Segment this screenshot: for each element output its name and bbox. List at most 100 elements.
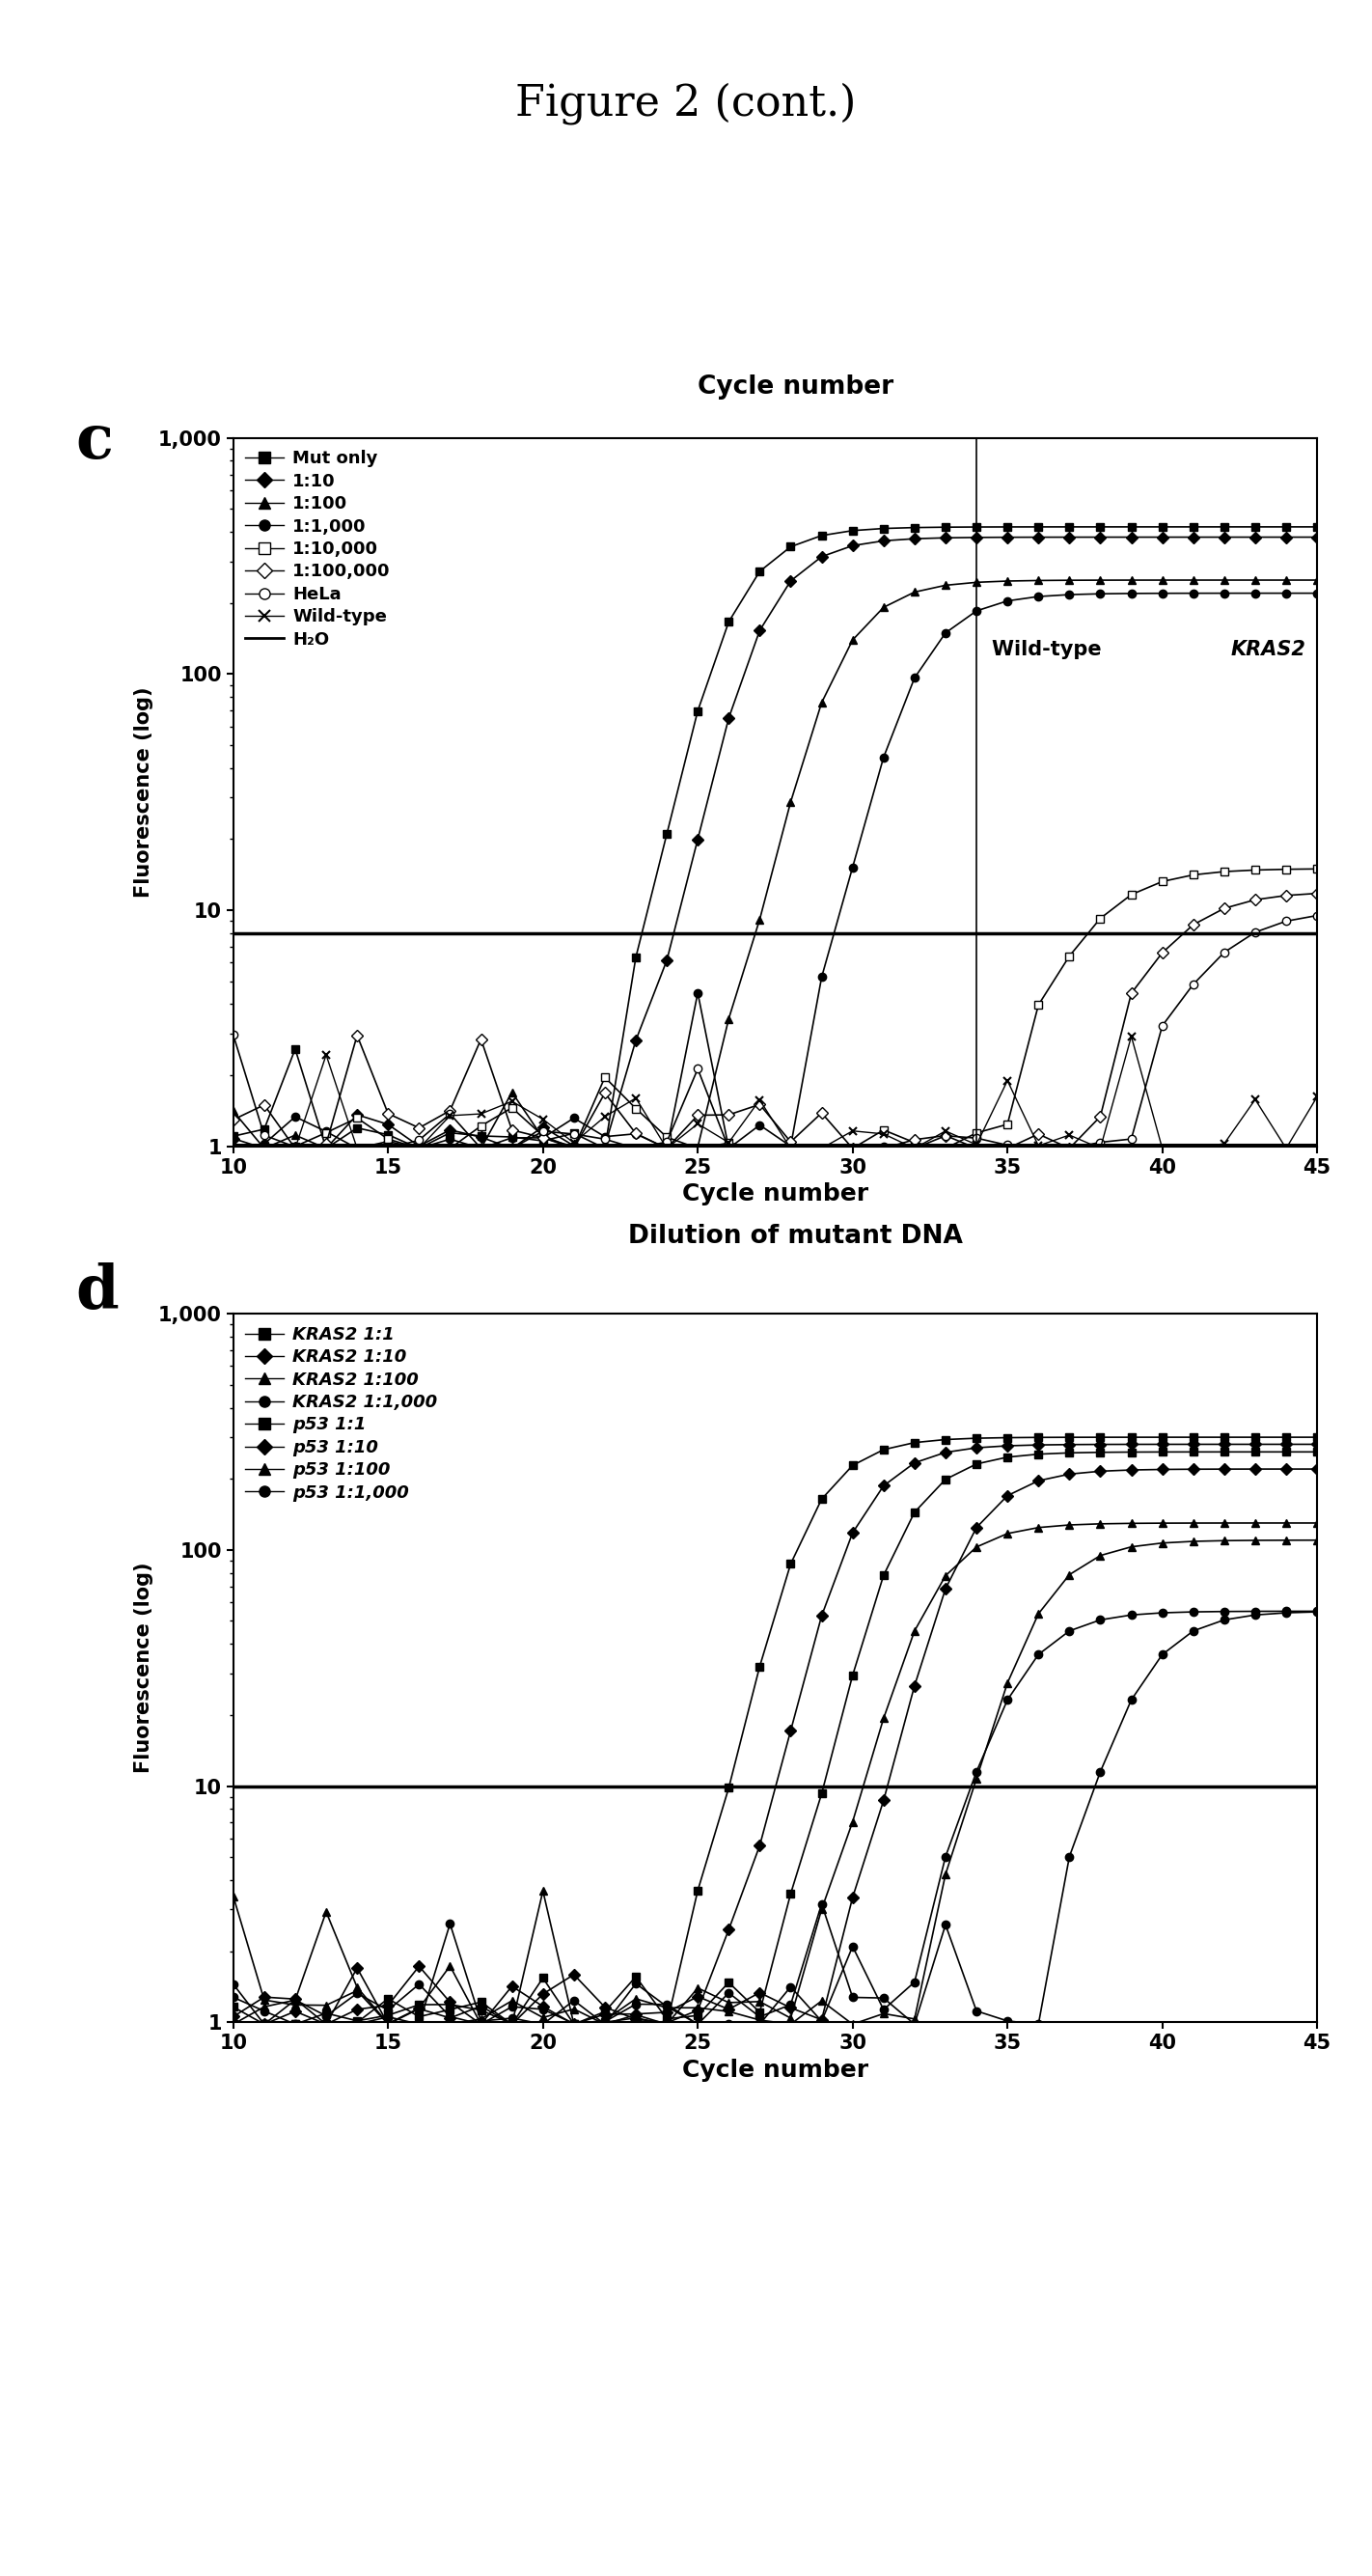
1:1,000: [348, 1133, 365, 1164]
Mut only: [907, 513, 923, 544]
p53 1:100: [1030, 1597, 1047, 1628]
H₂O: [659, 1128, 675, 1159]
Mut only: [287, 1033, 303, 1064]
KRAS2 1:1,000: [782, 1971, 799, 2002]
Mut only: [1309, 513, 1325, 544]
1:100: [627, 1133, 643, 1164]
1:100,000: [1309, 878, 1325, 909]
HeLa: [348, 1133, 365, 1164]
1:1,000: [410, 1133, 427, 1164]
1:100: [348, 1133, 365, 1164]
KRAS2 1:1,000: [225, 1968, 241, 1999]
Wild-type: [1092, 1133, 1109, 1164]
KRAS2 1:1,000: [659, 1989, 675, 2020]
p53 1:1: [1154, 1437, 1170, 1468]
1:10,000: [1309, 853, 1325, 884]
1:10: [690, 824, 707, 855]
Mut only: [969, 513, 985, 544]
p53 1:1,000: [690, 2009, 707, 2040]
p53 1:100: [1124, 1530, 1140, 1561]
KRAS2 1:10: [627, 2004, 643, 2035]
KRAS2 1:1: [659, 2009, 675, 2040]
Mut only: [380, 1118, 397, 1149]
1:10,000: [844, 1133, 860, 1164]
1:100,000: [875, 1133, 892, 1164]
p53 1:1: [1247, 1437, 1264, 1468]
HeLa: [1309, 899, 1325, 930]
HeLa: [504, 1133, 520, 1164]
KRAS2 1:1: [999, 1422, 1015, 1453]
H₂O: [937, 1128, 954, 1159]
p53 1:1,000: [844, 1981, 860, 2012]
1:100: [287, 1121, 303, 1151]
p53 1:10: [565, 2009, 582, 2040]
KRAS2 1:10: [504, 2009, 520, 2040]
1:100: [318, 1133, 335, 1164]
KRAS2 1:10: [225, 2002, 241, 2032]
Wild-type: [473, 1097, 490, 1128]
p53 1:10: [999, 1481, 1015, 1512]
Wild-type: [348, 1133, 365, 1164]
1:10,000: [565, 1133, 582, 1164]
KRAS2 1:10: [565, 1960, 582, 1991]
p53 1:1: [752, 1996, 768, 2027]
Line: Mut only: Mut only: [229, 523, 1321, 1151]
Wild-type: [380, 1131, 397, 1162]
Line: 1:10: 1:10: [229, 533, 1321, 1151]
Wild-type: [1061, 1121, 1077, 1151]
1:1,000: [504, 1123, 520, 1154]
Wild-type: [410, 1133, 427, 1164]
1:100: [380, 1128, 397, 1159]
KRAS2 1:10: [473, 1991, 490, 2022]
KRAS2 1:10: [720, 1914, 737, 1945]
KRAS2 1:100: [782, 2002, 799, 2032]
KRAS2 1:1,000: [348, 1978, 365, 2009]
1:100,000: [907, 1123, 923, 1154]
HeLa: [1030, 1133, 1047, 1164]
1:10,000: [752, 1133, 768, 1164]
Text: Cycle number: Cycle number: [698, 374, 893, 399]
p53 1:10: [1154, 1453, 1170, 1484]
Y-axis label: Fluorescence (log): Fluorescence (log): [133, 1564, 152, 1772]
p53 1:1,000: [1030, 2009, 1047, 2040]
1:100,000: [348, 1020, 365, 1051]
1:100: [1247, 564, 1264, 595]
p53 1:100: [257, 1991, 273, 2022]
p53 1:1,000: [937, 1909, 954, 1940]
1:100: [225, 1095, 241, 1126]
Wild-type: [1030, 1131, 1047, 1162]
Text: KRAS2: KRAS2: [1231, 639, 1306, 659]
KRAS2 1:1,000: [1030, 1638, 1047, 1669]
p53 1:100: [597, 2004, 613, 2035]
Mut only: [659, 819, 675, 850]
1:10: [257, 1133, 273, 1164]
1:10: [782, 567, 799, 598]
p53 1:1,000: [907, 2009, 923, 2040]
H₂O: [907, 1128, 923, 1159]
Line: KRAS2 1:100: KRAS2 1:100: [229, 1520, 1321, 2027]
Line: p53 1:100: p53 1:100: [229, 1535, 1321, 2027]
p53 1:10: [969, 1512, 985, 1543]
KRAS2 1:100: [659, 2009, 675, 2040]
KRAS2 1:10: [1061, 1430, 1077, 1461]
1:100,000: [1277, 881, 1294, 912]
KRAS2 1:1,000: [875, 1994, 892, 2025]
Wild-type: [257, 1133, 273, 1164]
1:100,000: [969, 1133, 985, 1164]
1:100,000: [257, 1090, 273, 1121]
HeLa: [1185, 969, 1202, 999]
Mut only: [1154, 513, 1170, 544]
Wild-type: [597, 1100, 613, 1131]
KRAS2 1:100: [907, 1615, 923, 1646]
p53 1:100: [442, 1950, 458, 1981]
Wild-type: [287, 1133, 303, 1164]
p53 1:1,000: [225, 1981, 241, 2012]
1:100,000: [597, 1077, 613, 1108]
1:10,000: [410, 1133, 427, 1164]
KRAS2 1:100: [720, 1986, 737, 2017]
1:10: [659, 945, 675, 976]
p53 1:100: [348, 1971, 365, 2002]
1:100: [1154, 564, 1170, 595]
p53 1:100: [627, 1984, 643, 2014]
1:100: [937, 569, 954, 600]
